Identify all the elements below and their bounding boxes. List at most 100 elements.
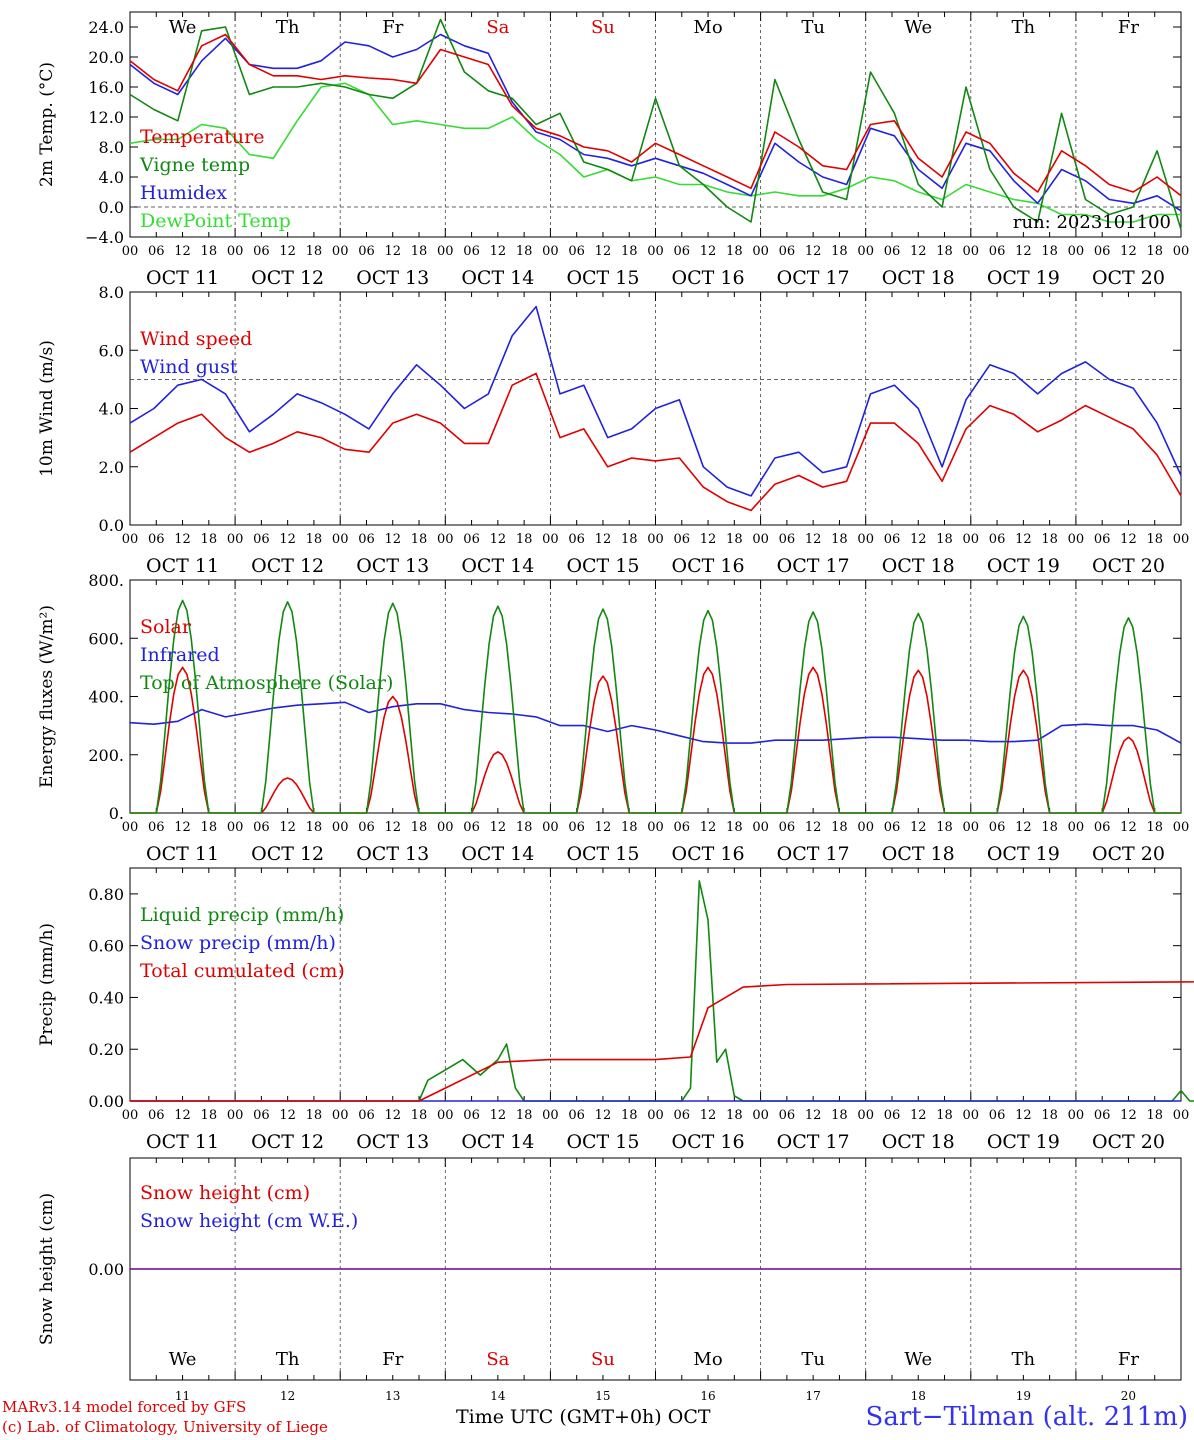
hour-label: 00 [542,244,559,259]
date-label: OCT 17 [777,555,850,577]
hour-label: 18 [831,820,848,835]
date-label: OCT 18 [882,1131,955,1153]
weekday-label: We [169,17,197,38]
hour-label: 12 [174,820,191,835]
y-tick-label: 0.60 [88,937,124,956]
hour-label: 12 [279,1108,296,1123]
hour-label: 06 [674,244,691,259]
hour-label: 18 [516,1108,533,1123]
hour-label: 18 [306,532,323,547]
y-tick-label: 4.0 [99,168,124,187]
hour-label: 06 [1094,820,1111,835]
hour-label: 06 [148,820,165,835]
hour-label: 18 [936,1108,953,1123]
hour-label: 12 [174,244,191,259]
hour-label: 06 [779,1108,796,1123]
date-label: OCT 19 [987,555,1060,577]
x-axis-title: Time UTC (GMT+0h) OCT [456,1406,711,1428]
day-number-label: 20 [1121,1389,1136,1403]
hour-label: 06 [1094,1108,1111,1123]
hour-label: 12 [1120,820,1137,835]
weekday-label: Mo [693,17,722,38]
date-label: OCT 15 [566,843,639,865]
y-tick-label: 16.0 [88,78,124,97]
day-number-label: 18 [911,1389,926,1403]
legend-entry: Snow precip (mm/h) [140,932,336,954]
hour-label: 12 [1015,1108,1032,1123]
weekday-label: Th [276,17,300,38]
weekday-label: Fr [1118,1349,1139,1370]
hour-label: 06 [674,820,691,835]
y-tick-label: 0. [109,804,124,823]
hour-label: 06 [358,532,375,547]
hour-label: 12 [174,1108,191,1123]
hour-label: 12 [279,244,296,259]
hour-label: 00 [332,532,349,547]
hour-label: 06 [674,532,691,547]
date-label: OCT 11 [146,843,219,865]
hour-label: 06 [884,244,901,259]
hour-label: 00 [647,244,664,259]
hour-label: 00 [332,244,349,259]
hour-label: 12 [1015,532,1032,547]
hour-label: 18 [726,1108,743,1123]
hour-label: 06 [358,1108,375,1123]
y-tick-label: 8.0 [99,283,124,302]
y-axis-label: Snow height (cm) [37,1193,57,1345]
hour-label: 00 [752,532,769,547]
y-tick-label: 20.0 [88,48,124,67]
hour-label: 18 [306,244,323,259]
hour-label: 00 [752,1108,769,1123]
hour-label: 00 [1173,1108,1190,1123]
hour-label: 18 [1041,244,1058,259]
hour-label: 06 [779,820,796,835]
y-tick-label: 400. [88,688,124,707]
weekday-label: Fr [382,1349,403,1370]
y-axis-label: 2m Temp. (°C) [37,62,57,187]
legend-entry: Top of Atmosphere (Solar) [140,672,393,694]
y-tick-label: 24.0 [88,18,124,37]
date-label: OCT 16 [672,1131,745,1153]
date-label: OCT 16 [672,267,745,289]
hour-label: 00 [1068,820,1085,835]
hour-label: 12 [595,532,612,547]
hour-label: 06 [463,532,480,547]
y-tick-label: 0.40 [88,988,124,1007]
hour-label: 00 [963,244,980,259]
legend-entry: Snow height (cm) [140,1182,310,1204]
y-tick-label: 8.0 [99,138,124,157]
hour-label: 00 [542,820,559,835]
hour-label: 06 [779,532,796,547]
date-label: OCT 17 [777,1131,850,1153]
weekday-label: Th [1012,1349,1036,1370]
panel-1: 24.0 20.0 16.0 12.0 8.0 4.0 0.0 −4.0 2m Temp. (°… [37,11,1189,289]
date-label: OCT 15 [566,1131,639,1153]
weekday-label: We [169,1349,197,1370]
hour-label: 12 [1015,244,1032,259]
hour-label: 18 [306,1108,323,1123]
hour-label: 12 [1120,1108,1137,1123]
hour-label: 00 [752,820,769,835]
hour-label: 12 [1015,820,1032,835]
hour-label: 12 [805,820,822,835]
date-label: OCT 12 [251,555,324,577]
hour-label: 18 [516,820,533,835]
hour-label: 12 [805,532,822,547]
hour-label: 06 [568,244,585,259]
day-number-label: 11 [175,1389,190,1403]
hour-label: 06 [463,820,480,835]
legend-entry: Humidex [140,182,227,204]
date-label: OCT 16 [672,843,745,865]
hour-label: 18 [411,532,428,547]
hour-label: 06 [568,820,585,835]
hour-label: 12 [910,1108,927,1123]
hour-label: 06 [568,532,585,547]
hour-label: 18 [621,1108,638,1123]
hour-label: 18 [1146,1108,1163,1123]
date-label: OCT 15 [566,555,639,577]
hour-label: 12 [805,1108,822,1123]
y-tick-label: 2.0 [99,458,124,477]
panel-4: 0.80 0.60 0.40 0.20 0.00 Precip (mm/h) 00 06 12 1… [37,867,1194,1153]
hour-label: 12 [595,244,612,259]
